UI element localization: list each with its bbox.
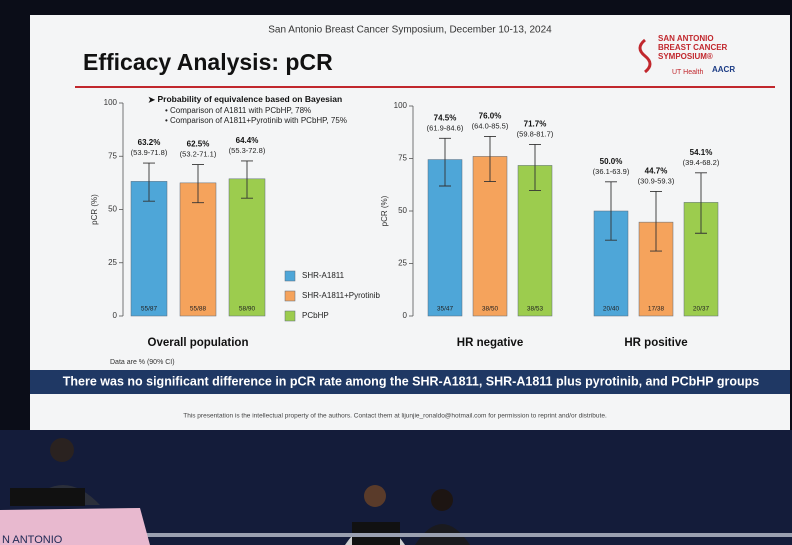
data-note: Data are % (90% CI) <box>110 359 175 366</box>
person-head <box>50 438 74 462</box>
value-label: 62.5% <box>187 140 210 149</box>
ci-label: (30.9-59.3) <box>638 176 675 185</box>
error-bar <box>695 172 707 234</box>
bayes-item-text: Comparison of A1811+Pyrotinib with PCbHP… <box>170 116 347 125</box>
error-bar <box>650 191 662 252</box>
ci-label: (64.0-85.5) <box>472 121 509 130</box>
podium-text: N ANTONIO <box>2 534 63 545</box>
banner-text: There was no significant difference in p… <box>63 374 759 388</box>
slide-title: Efficacy Analysis: pCR <box>83 49 333 75</box>
logo-mark <box>638 38 652 74</box>
error-bar <box>143 162 155 202</box>
legend-label: PCbHP <box>302 311 329 320</box>
value-label: 54.1% <box>690 148 713 157</box>
category-label: HR positive <box>624 337 687 349</box>
n-label: 38/53 <box>527 306 544 313</box>
bayes-item: • Comparison of A1811 with PCbHP, 78% <box>165 106 311 115</box>
ci-label: (55.3-72.8) <box>229 146 266 155</box>
y-tick-label: 0 <box>403 311 408 320</box>
value-label: 44.7% <box>645 167 668 176</box>
y-tick-label: 75 <box>398 154 407 163</box>
error-bar <box>192 164 204 204</box>
presenters: N ANTONIO <box>0 438 792 545</box>
y-tick-label: 75 <box>108 151 117 160</box>
legend-swatch <box>284 290 296 302</box>
y-tick-label: 25 <box>108 258 117 267</box>
y-axis-label: pCR (%) <box>90 194 99 225</box>
podium <box>0 508 150 545</box>
logo-box: SAN ANTONIO BREAST CANCER SYMPOSIUM® <box>658 34 728 61</box>
footer: This presentation is the intellectual pr… <box>183 413 607 420</box>
person-head <box>364 485 386 507</box>
logo-text: SAN ANTONIO BREAST CANCER SYMPOSIUM® <box>658 34 728 61</box>
bayes-title-text: Probability of equivalence based on Baye… <box>157 94 342 104</box>
ci-label: (53.2-71.1) <box>180 150 217 159</box>
y-tick-label: 50 <box>108 205 117 214</box>
bar <box>228 178 266 317</box>
laptop <box>10 488 85 506</box>
n-label: 20/37 <box>693 306 710 313</box>
n-label: 20/40 <box>603 306 620 313</box>
value-label: 63.2% <box>138 138 161 147</box>
error-bar <box>529 143 541 191</box>
n-label: 17/38 <box>648 306 665 313</box>
logo-aacr: AACR <box>712 65 735 74</box>
n-label: 58/90 <box>239 306 256 313</box>
ci-label: (36.1-63.9) <box>593 167 630 176</box>
n-label: 55/88 <box>190 306 207 313</box>
value-label: 50.0% <box>600 157 623 166</box>
n-label: 35/47 <box>437 306 454 313</box>
bayes-item: • Comparison of A1811+Pyrotinib with PCb… <box>165 116 347 125</box>
logo-ut: UT Health <box>672 69 703 76</box>
ci-label: (53.9-71.8) <box>131 148 168 157</box>
y-tick-label: 0 <box>113 311 118 320</box>
error-bar <box>241 160 253 199</box>
value-label: 74.5% <box>434 113 457 122</box>
error-bar <box>605 181 617 241</box>
value-label: 64.4% <box>236 136 259 145</box>
banner <box>30 370 790 394</box>
y-axis-label: pCR (%) <box>380 195 389 226</box>
y-tick-label: 25 <box>398 259 407 268</box>
slide-header: San Antonio Breast Cancer Symposium, Dec… <box>268 25 552 36</box>
y-tick-label: 50 <box>398 206 407 215</box>
ci-label: (39.4-68.2) <box>683 158 720 167</box>
n-label: 38/50 <box>482 306 499 313</box>
bayes-item-text: Comparison of A1811 with PCbHP, 78% <box>170 106 311 115</box>
category-label: Overall population <box>148 337 249 349</box>
value-label: 76.0% <box>479 112 502 121</box>
table-edge <box>0 533 792 537</box>
legend-label: SHR-A1811 <box>302 271 345 280</box>
y-tick-label: 100 <box>394 101 408 110</box>
legend-swatch <box>284 270 296 282</box>
legend-swatch <box>284 310 296 322</box>
n-label: 55/87 <box>141 306 158 313</box>
bar <box>472 156 508 317</box>
value-label: 71.7% <box>524 120 547 129</box>
ci-label: (59.8-81.7) <box>517 129 554 138</box>
bayes-title: ➤ Probability of equivalence based on Ba… <box>148 94 342 104</box>
bar <box>179 182 217 317</box>
y-tick-label: 100 <box>104 98 118 107</box>
legend-label: SHR-A1811+Pyrotinib <box>302 291 380 300</box>
error-bar <box>484 136 496 183</box>
ci-label: (61.9-84.6) <box>427 123 464 132</box>
category-label: HR negative <box>457 337 523 349</box>
error-bar <box>439 137 451 187</box>
person-head <box>431 489 453 511</box>
